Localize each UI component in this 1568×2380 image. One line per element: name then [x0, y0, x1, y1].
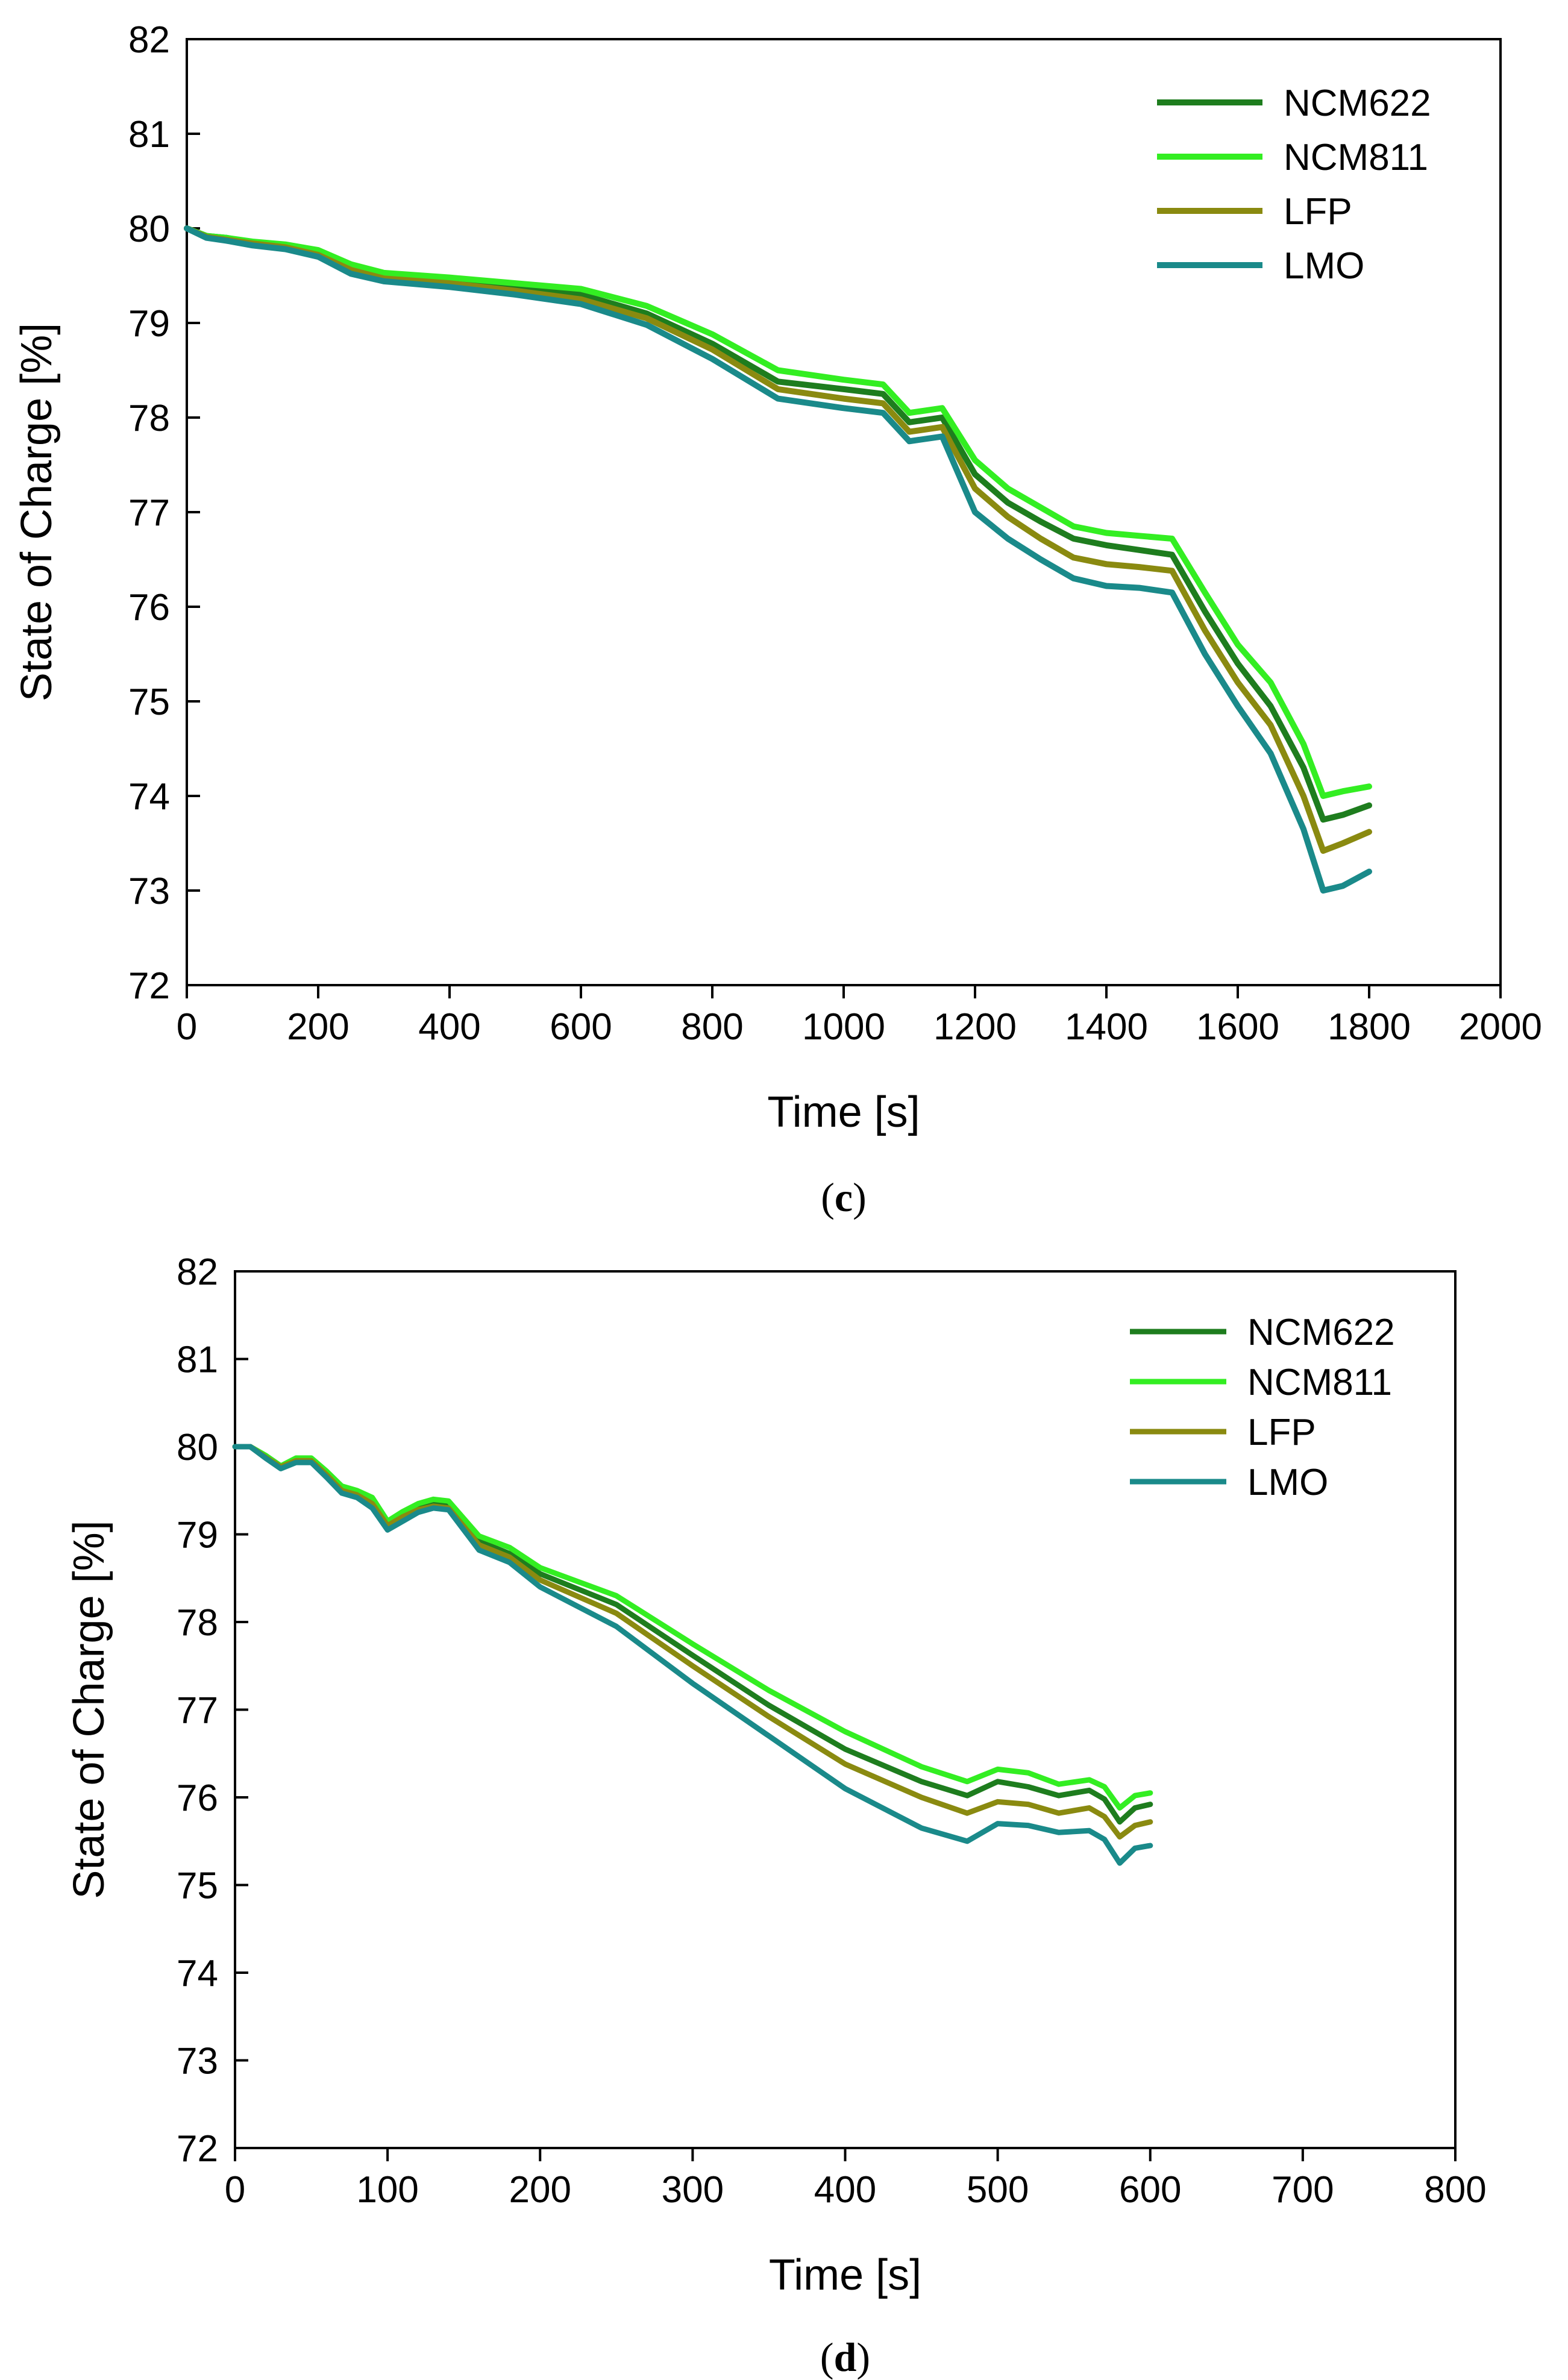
- x-axis-title: Time [s]: [767, 1088, 920, 1136]
- x-tick-label: 1600: [1196, 1006, 1279, 1048]
- legend-label-ncm811: NCM811: [1284, 137, 1428, 178]
- y-tick-label: 78: [128, 398, 170, 439]
- x-tick-label: 100: [356, 2169, 418, 2211]
- legend-label-lfp: LFP: [1247, 1412, 1316, 1453]
- x-tick-label: 800: [681, 1006, 743, 1048]
- y-tick-label: 81: [128, 114, 170, 155]
- caption-paren-open: (: [821, 1174, 835, 1220]
- y-tick-label: 73: [128, 871, 170, 912]
- caption-paren-close: ): [856, 2334, 870, 2380]
- x-tick-label: 300: [662, 2169, 724, 2211]
- x-tick-label: 600: [1119, 2169, 1181, 2211]
- caption-letter: d: [834, 2334, 857, 2380]
- y-tick-label: 74: [177, 1953, 218, 1994]
- chart-d: 0 100 200 300 400 500 600 700 800 72 73 74 75 76 77 78 7…: [65, 1251, 1487, 2380]
- y-tick-label: 78: [177, 1602, 218, 1644]
- series-line-ncm811: [184, 225, 1372, 799]
- legend: NCM622 NCM811 LFP LMO: [1130, 1312, 1395, 1503]
- x-tick-label: 200: [287, 1006, 349, 1048]
- caption-paren-close: ): [853, 1174, 867, 1220]
- x-tick-label: 500: [967, 2169, 1029, 2211]
- panel-caption: (d): [820, 2334, 870, 2380]
- y-tick-label: 72: [177, 2128, 218, 2170]
- caption-paren-open: (: [820, 2334, 834, 2380]
- series-line-ncm622: [184, 225, 1372, 823]
- y-tick-label: 77: [128, 492, 170, 534]
- x-tick-label: 800: [1424, 2169, 1486, 2211]
- x-tick-label: 0: [225, 2169, 245, 2211]
- y-tick-label: 76: [128, 587, 170, 628]
- y-tick-label: 77: [177, 1690, 218, 1732]
- y-axis-title: State of Charge [%]: [13, 323, 61, 701]
- x-tick-label: 400: [814, 2169, 876, 2211]
- x-tick-label: 600: [550, 1006, 612, 1048]
- y-tick-label: 79: [177, 1515, 218, 1556]
- legend-label-lfp: LFP: [1284, 191, 1352, 233]
- y-tick-label: 75: [177, 1865, 218, 1907]
- x-tick-label: 400: [418, 1006, 480, 1048]
- x-tick-label: 200: [509, 2169, 571, 2211]
- y-tick-label: 74: [128, 776, 170, 818]
- x-tick-label: 0: [177, 1006, 197, 1048]
- x-axis-title: Time [s]: [769, 2251, 921, 2299]
- y-axis-title: State of Charge [%]: [65, 1520, 113, 1899]
- series-line-lmo: [184, 225, 1372, 894]
- legend-label-ncm622: NCM622: [1284, 83, 1431, 124]
- y-tick-label: 82: [128, 19, 170, 61]
- x-tick-label: 1800: [1328, 1006, 1411, 1048]
- y-tick-label: 80: [128, 208, 170, 250]
- legend-label-lmo: LMO: [1284, 245, 1364, 287]
- y-tick-label: 73: [177, 2041, 218, 2082]
- series-line-lfp: [184, 225, 1372, 854]
- x-tick-label: 700: [1272, 2169, 1334, 2211]
- chart-c: 0 200 400 600 800 1000 1200 1400 1600 1800 2000 72 7…: [13, 19, 1542, 1220]
- y-tick-label: 82: [177, 1251, 218, 1293]
- panel-caption: (c): [821, 1174, 867, 1220]
- y-tick-label: 79: [128, 303, 170, 345]
- y-tick-label: 76: [177, 1777, 218, 1819]
- plot-frame: [186, 38, 1502, 986]
- legend: NCM622 NCM811 LFP LMO: [1157, 83, 1431, 287]
- y-tick-label: 75: [128, 681, 170, 723]
- series-line-lmo: [232, 1444, 1153, 1866]
- x-tick-label: 2000: [1459, 1006, 1542, 1048]
- legend-label-ncm811: NCM811: [1247, 1362, 1392, 1403]
- x-tick-label: 1400: [1065, 1006, 1148, 1048]
- y-tick-label: 72: [128, 965, 170, 1007]
- legend-label-lmo: LMO: [1247, 1462, 1328, 1503]
- x-tick-label: 1000: [802, 1006, 885, 1048]
- y-tick-label: 80: [177, 1427, 218, 1468]
- x-tick-label: 1200: [933, 1006, 1017, 1048]
- legend-label-ncm622: NCM622: [1247, 1312, 1395, 1353]
- y-tick-label: 81: [177, 1339, 218, 1381]
- caption-letter: c: [835, 1174, 853, 1220]
